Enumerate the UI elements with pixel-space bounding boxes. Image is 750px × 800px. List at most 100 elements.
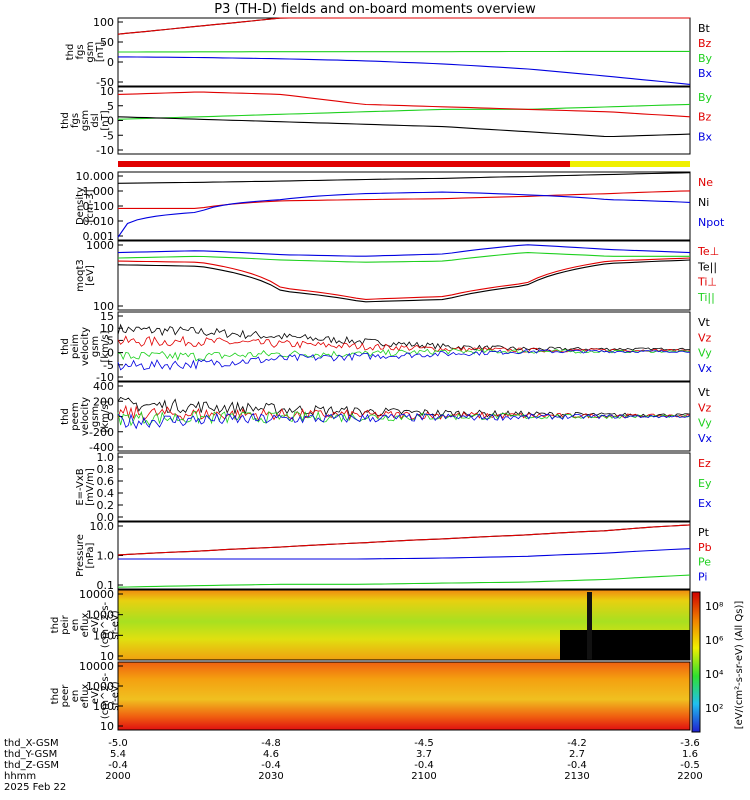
x-row-value: -4.5 xyxy=(414,738,434,749)
x-row-value: -4.2 xyxy=(567,738,587,749)
y-label-line: (cm^2-s- xyxy=(100,601,111,648)
y-tick-label: -50 xyxy=(96,76,114,89)
y-label-line: eflux xyxy=(80,684,91,709)
y-label-line: eV/ xyxy=(90,616,101,633)
series-Vx xyxy=(117,412,691,430)
y-tick-label: 5 xyxy=(107,100,114,113)
x-row-value: -4.8 xyxy=(261,738,281,749)
legend-entry: Vy xyxy=(698,347,712,360)
y-label-line: velocity xyxy=(80,397,91,436)
y-label-line: Density xyxy=(75,187,86,225)
y-label-line: thd xyxy=(60,338,71,355)
x-row-value: 3.7 xyxy=(416,749,432,760)
legend-entry: Pi xyxy=(698,570,707,583)
y-tick-label: 100 xyxy=(93,629,114,642)
y-label: thd peer en eflux eV/(cm^2-s-sr-eV) xyxy=(50,672,121,719)
y-label: thd peir en eflux eV/(cm^2-s-sr-eV) xyxy=(50,601,121,648)
y-tick-label: 1.0 xyxy=(97,451,115,464)
y-tick-label: 0.8 xyxy=(97,463,115,476)
y-label-line: gsm xyxy=(80,110,91,131)
series-Npot xyxy=(117,191,691,238)
x-row-value: -0.4 xyxy=(261,760,281,771)
y-label-line: [nPa] xyxy=(85,542,96,568)
y-tick-label: 10.000 xyxy=(76,170,115,183)
series-Pi xyxy=(117,574,691,588)
series-Ti⊥ xyxy=(117,244,691,257)
x-row-value: -0.4 xyxy=(108,760,128,771)
legend-entry: Vx xyxy=(698,432,713,445)
y-label-line: [nT] xyxy=(95,42,106,62)
legend-entry: Te⊥ xyxy=(697,245,719,258)
y-tick-label: 0.0 xyxy=(97,511,115,524)
panel-10: thd peer en eflux eV/(cm^2-s-sr-eV)100001000… xyxy=(50,660,691,733)
y-tick-label: 0 xyxy=(107,347,114,360)
series-Vt xyxy=(117,396,691,418)
y-label-line: peem xyxy=(70,402,81,430)
legend-entry: Ez xyxy=(698,457,711,470)
panel-frame xyxy=(117,661,691,731)
y-label-line: Pressure xyxy=(75,534,86,577)
legend-entry: By xyxy=(698,52,713,65)
y-tick-label: 0.001 xyxy=(83,230,115,243)
panel-7: E=-VxB [mV/m]1.00.80.60.40.20.0 Ez Ey Ex xyxy=(75,451,712,524)
x-row-value: 4.6 xyxy=(263,749,279,760)
series-Ne xyxy=(118,190,691,209)
panel-1: thd fgs gsm [nT] 100 50 0 -50 Bt Bz By Bx xyxy=(65,16,713,89)
y-label-line: [km/s] xyxy=(100,400,111,432)
y-label-line: thd xyxy=(50,617,61,634)
legend-entry: Bx xyxy=(698,67,713,80)
x-row-label: thd_X-GSM xyxy=(4,738,59,749)
series-Te|| xyxy=(117,259,691,303)
y-label-line: (cm^2-s- xyxy=(100,672,111,719)
series-Vy xyxy=(118,348,691,362)
y-tick-label: 100 xyxy=(93,16,114,29)
series-Ni xyxy=(117,172,691,184)
y-tick-label: 400 xyxy=(93,380,114,393)
panel-frame xyxy=(117,240,691,311)
legend-entry: Vx xyxy=(698,362,713,375)
x-row-value: 2130 xyxy=(564,771,589,782)
series-Te⊥ xyxy=(117,257,691,300)
y-label-line: peir xyxy=(60,614,71,634)
x-row-value: -5.0 xyxy=(108,738,128,749)
x-date: 2025 Feb 22 xyxy=(4,782,66,793)
y-tick-label: 1000 xyxy=(86,609,114,622)
x-row-label: hhmm xyxy=(4,771,36,782)
y-label: Pressure [nPa] xyxy=(75,534,96,577)
panel-4: moqt3 [eV] 1000 100 Te⊥ Te|| Ti⊥ Ti|| xyxy=(75,239,719,313)
y-tick-label: 1.000 xyxy=(83,185,115,198)
y-tick-label: 200 xyxy=(93,395,114,408)
y-label-line: [km/s] xyxy=(100,330,111,362)
y-tick-label: 0.010 xyxy=(83,215,115,228)
legend-entry: Ni xyxy=(698,196,709,209)
panel-frame xyxy=(117,589,691,661)
colorbar-tick: 10⁴ xyxy=(705,668,724,681)
legend-entry: Vz xyxy=(698,331,712,344)
heatmap-gap xyxy=(560,630,690,660)
series-Vy xyxy=(117,410,691,427)
x-row-label: thd_Y-GSM xyxy=(4,749,57,760)
series-Vt xyxy=(117,323,691,351)
legend-entry: Vt xyxy=(698,316,711,329)
y-tick-label: 0.100 xyxy=(83,200,115,213)
y-label-line: gsm xyxy=(90,336,101,357)
y-label-line: [mV/m] xyxy=(85,468,96,506)
legend-entry: Ex xyxy=(698,497,712,510)
y-tick-label: 100 xyxy=(93,700,114,713)
y-label: moqt3 [eV] xyxy=(75,259,96,292)
x-row-label: thd_Z-GSM xyxy=(4,760,59,771)
y-label-line: thd xyxy=(60,408,71,425)
y-label-line: en xyxy=(70,690,81,703)
plot-title: P3 (TH-D) fields and on-board moments ov… xyxy=(214,2,536,17)
y-label-line: sr-eV) xyxy=(110,610,121,639)
heatmap-spike xyxy=(587,592,592,660)
y-tick-label: 0 xyxy=(107,56,114,69)
series-Pe xyxy=(118,548,691,560)
y-tick-label: -400 xyxy=(89,441,114,454)
panel-3: Density [cm-3] 10.000 1.000 0.100 0.010 0.001 N… xyxy=(75,170,725,243)
x-row-value: 2100 xyxy=(411,771,436,782)
series-Vz xyxy=(117,335,691,353)
x-row-value: -3.6 xyxy=(680,738,700,749)
